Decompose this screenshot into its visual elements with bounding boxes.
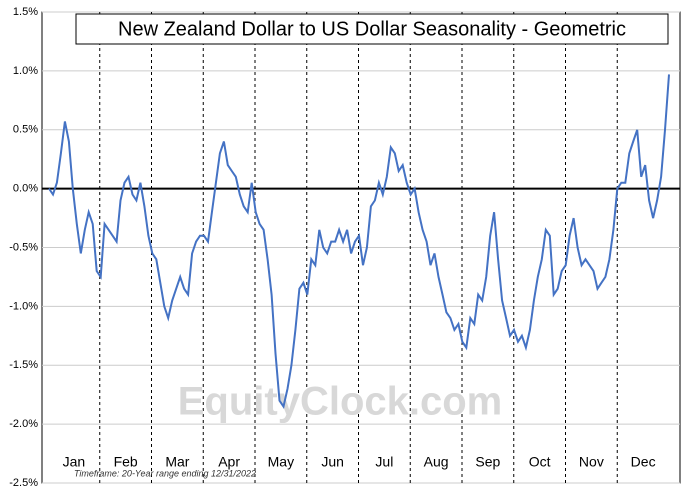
- footnote: Timeframe: 20-Year range ending 12/31/20…: [74, 468, 256, 478]
- watermark: EquityClock.com: [178, 380, 503, 424]
- y-tick-label: 1.5%: [13, 6, 38, 18]
- y-tick-label: 0.0%: [13, 183, 38, 195]
- y-tick-label: -2.5%: [9, 477, 38, 489]
- x-tick-label: Mar: [165, 454, 189, 470]
- title-box: [75, 13, 669, 45]
- x-tick-label: May: [268, 454, 294, 470]
- chart-title: New Zealand Dollar to US Dollar Seasonal…: [118, 18, 626, 40]
- x-tick-label: Apr: [218, 454, 240, 470]
- x-tick-label: Nov: [579, 454, 604, 470]
- y-tick-label: -2.0%: [9, 418, 38, 430]
- x-tick-label: Sep: [475, 454, 500, 470]
- x-tick-label: Dec: [631, 454, 656, 470]
- x-tick-label: Feb: [114, 454, 138, 470]
- y-tick-label: -1.0%: [9, 300, 38, 312]
- y-tick-label: 1.0%: [13, 65, 38, 77]
- data-line: [48, 74, 670, 409]
- y-tick-label: -1.5%: [9, 359, 38, 371]
- x-tick-label: Aug: [424, 454, 449, 470]
- y-tick-label: -0.5%: [9, 241, 38, 253]
- x-tick-label: Jul: [375, 454, 393, 470]
- x-tick-label: Jan: [63, 454, 86, 470]
- x-tick-label: Jun: [321, 454, 344, 470]
- y-tick-label: 0.5%: [13, 124, 38, 136]
- x-tick-label: Oct: [529, 454, 551, 470]
